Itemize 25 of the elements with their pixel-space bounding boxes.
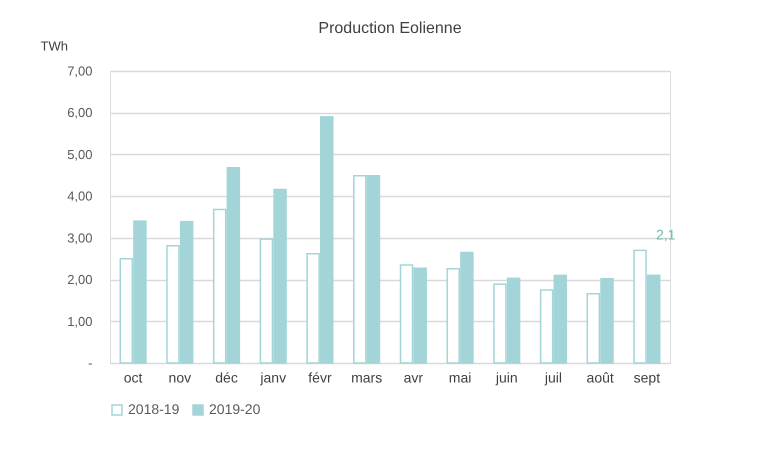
x-tick-label: déc [215, 370, 238, 386]
x-tick-label: oct [124, 370, 143, 386]
y-tick-label: - [88, 356, 92, 370]
y-axis-title: TWh [40, 38, 68, 54]
x-tick-label: juin [494, 370, 518, 386]
x-tick-label: sept [634, 370, 660, 386]
x-tick-label: mars [351, 370, 382, 386]
x-tick-label: févr [308, 370, 332, 386]
x-tick-label: mai [448, 370, 472, 386]
x-tick-label: janv [259, 370, 286, 386]
x-tick-label: nov [168, 370, 192, 386]
x-tick-label: juil [544, 370, 562, 386]
y-tick-label: 7,00 [67, 64, 92, 78]
data-label: 2,1 [656, 226, 676, 242]
y-tick-label: 6,00 [67, 105, 92, 120]
x-tick-label: août [586, 370, 614, 386]
chart-title: Production Eolienne [318, 20, 462, 37]
y-tick-label: 3,00 [67, 230, 92, 246]
x-tick-label: avr [404, 370, 424, 386]
y-tick-label: 1,00 [67, 314, 92, 329]
legend-label: 2018-19 [128, 401, 180, 417]
y-tick-label: 4,00 [67, 188, 92, 204]
legend-label: 2019-20 [209, 401, 261, 417]
y-tick-label: 5,00 [67, 146, 92, 162]
y-tick-label: 2,00 [67, 272, 92, 288]
